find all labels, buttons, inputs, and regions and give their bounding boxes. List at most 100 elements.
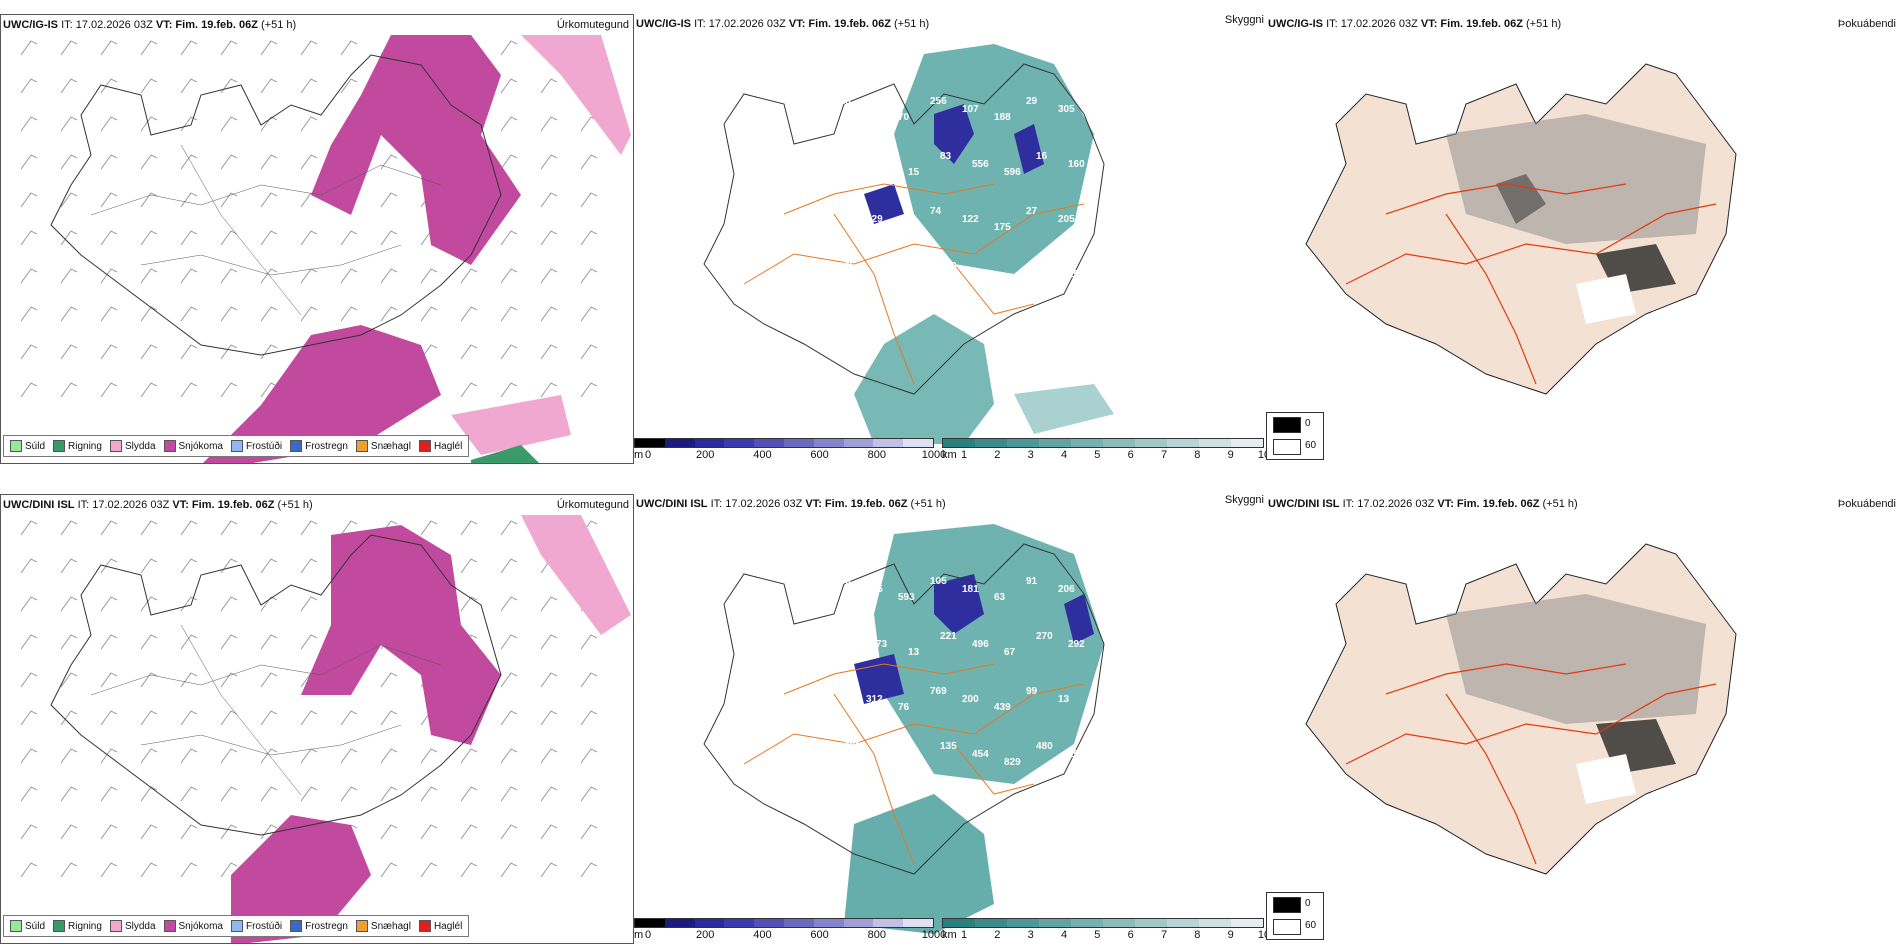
legend-label: Frostúði bbox=[245, 920, 283, 932]
wind-barb bbox=[100, 672, 118, 688]
wind-barb bbox=[100, 192, 118, 208]
valid-time: Fim. 19.feb. 06Z bbox=[824, 498, 908, 510]
ceiling-colorbar-ticks: 0 200 400 600 800 1000 bbox=[644, 449, 946, 463]
colorbar-swatch bbox=[724, 439, 755, 447]
colorbar-swatch bbox=[943, 919, 975, 927]
precip-type-panel-top: UWC/IG-IS IT: 17.02.2026 03Z VT: Fim. 19… bbox=[0, 14, 634, 464]
wind-barb bbox=[420, 268, 438, 284]
precip-snow-area bbox=[203, 325, 441, 463]
colorbar-tick: 6 bbox=[1127, 929, 1134, 941]
legend-swatch bbox=[290, 440, 303, 452]
ceiling-label: 63 bbox=[994, 592, 1006, 603]
wind-barb bbox=[20, 40, 38, 56]
ceiling-unit: m bbox=[634, 449, 644, 461]
ceiling-label: 15 bbox=[1068, 269, 1080, 280]
colorbar-swatch bbox=[1103, 439, 1135, 447]
wind-barb bbox=[100, 748, 118, 764]
colorbar-swatch bbox=[1039, 919, 1071, 927]
init-time: IT: 17.02.2026 03Z bbox=[1342, 498, 1435, 510]
wind-barb bbox=[460, 786, 478, 802]
ceiling-label: 91 bbox=[908, 277, 920, 288]
wind-barb bbox=[60, 192, 78, 208]
valid-time: Fim. 19.feb. 06Z bbox=[1440, 18, 1523, 30]
panel-header: UWC/DINI ISL IT: 17.02.2026 03Z VT: Fim.… bbox=[636, 498, 946, 510]
wind-barb bbox=[260, 558, 278, 574]
model-name: UWC/IG-IS bbox=[3, 19, 58, 31]
wind-barb bbox=[60, 116, 78, 132]
colorbar-tick: 0 bbox=[644, 449, 652, 461]
legend-item: Súld bbox=[10, 920, 45, 932]
colorbar-swatch bbox=[1135, 439, 1167, 447]
wind-barb bbox=[20, 710, 38, 726]
colorbar-tick: 5 bbox=[1094, 449, 1101, 461]
ceiling-colorbar-ticks: 0 200 400 600 800 1000 bbox=[645, 929, 946, 943]
ceiling-label: 28 bbox=[972, 269, 984, 280]
colorbar-tick: 7 bbox=[1160, 929, 1168, 941]
legend-swatch bbox=[53, 440, 66, 452]
ceiling-label: 107 bbox=[962, 104, 979, 115]
wind-barb bbox=[100, 306, 118, 322]
ceiling-label: 206 bbox=[1058, 584, 1075, 595]
ceiling-label: 70 bbox=[898, 112, 910, 123]
colorbar-swatch bbox=[1167, 919, 1199, 927]
fog-grey-area bbox=[1446, 594, 1706, 724]
field-title: Þokuábendi bbox=[1837, 498, 1896, 510]
legend-item: Slydda bbox=[109, 440, 156, 452]
colorbar-swatch bbox=[843, 919, 874, 927]
iceland-coastline bbox=[50, 54, 502, 356]
wind-barb bbox=[460, 558, 478, 574]
ceiling-label: 496 bbox=[972, 639, 989, 650]
wind-barb bbox=[260, 520, 278, 536]
colorbar-swatch bbox=[724, 919, 755, 927]
wind-barb bbox=[420, 862, 438, 878]
ceiling-label: 269 bbox=[908, 757, 925, 768]
wind-barb bbox=[60, 520, 78, 536]
colorbar-tick: 200 bbox=[696, 449, 715, 461]
wind-barb bbox=[220, 862, 238, 878]
wind-barb bbox=[380, 672, 398, 688]
wind-barb bbox=[60, 596, 78, 612]
ceiling-label: 27 bbox=[1026, 206, 1038, 217]
colorbar-swatch bbox=[1231, 919, 1263, 927]
colorbar-swatch bbox=[813, 919, 844, 927]
colorbar-swatch bbox=[903, 439, 933, 447]
wind-barb bbox=[580, 230, 598, 246]
ceiling-label: 991 bbox=[844, 741, 861, 752]
wind-barb bbox=[380, 268, 398, 284]
ceiling-label: 480 bbox=[1036, 741, 1053, 752]
legend-item: Frostregn bbox=[290, 920, 348, 932]
colorbar-tick: 3 bbox=[1027, 449, 1034, 461]
valid-time: Fim. 19.feb. 06Z bbox=[175, 19, 258, 31]
field-title: Þokuábendi bbox=[1837, 18, 1896, 30]
ceiling-label: 188 bbox=[994, 112, 1011, 123]
wind-barb bbox=[220, 116, 238, 132]
wind-barb bbox=[20, 192, 38, 208]
road-network bbox=[90, 144, 442, 316]
wind-barb bbox=[380, 192, 398, 208]
wind-barb bbox=[220, 824, 238, 840]
legend-label: Snæhagl bbox=[370, 440, 411, 452]
colorbar-swatch bbox=[843, 439, 874, 447]
wind-barb bbox=[180, 306, 198, 322]
colorbar-swatch bbox=[664, 439, 695, 447]
colorbar-tick: 4 bbox=[1060, 929, 1068, 941]
wind-barb bbox=[220, 520, 238, 536]
visibility-colorbar-strip bbox=[942, 918, 1264, 928]
ceiling-label: 454 bbox=[972, 749, 989, 760]
legend-swatch bbox=[418, 920, 431, 932]
ceiling-label: 29 bbox=[1026, 96, 1038, 107]
legend-label: Súld bbox=[25, 920, 46, 932]
legend-swatch bbox=[230, 920, 243, 932]
colorbar-swatch bbox=[783, 439, 814, 447]
legend-item: Frostregn bbox=[290, 440, 348, 452]
colorbar-swatch bbox=[873, 439, 904, 447]
wind-barbs bbox=[20, 40, 598, 398]
wind-barb bbox=[460, 382, 478, 398]
colorbar-tick: 1000 bbox=[921, 449, 947, 461]
wind-barb bbox=[380, 748, 398, 764]
ceiling-label: 122 bbox=[962, 214, 979, 225]
valid-label: VT: bbox=[805, 498, 822, 510]
model-name: UWC/IG-IS bbox=[636, 18, 691, 30]
wind-barb bbox=[300, 230, 318, 246]
wind-barb bbox=[140, 116, 158, 132]
